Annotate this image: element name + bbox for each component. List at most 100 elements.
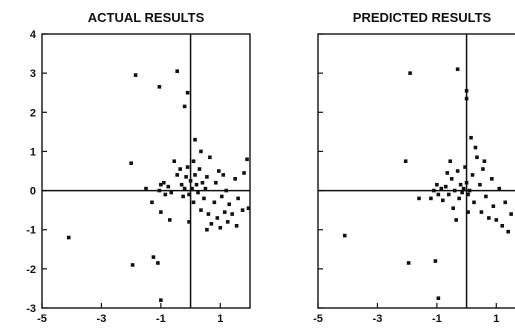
data-point bbox=[472, 200, 476, 205]
data-point bbox=[469, 135, 473, 140]
data-point bbox=[406, 261, 411, 265]
data-point bbox=[205, 175, 209, 179]
data-point bbox=[487, 216, 491, 220]
data-point bbox=[212, 200, 217, 205]
x-ticks-actual: -5 -3 -1 1 bbox=[37, 303, 223, 325]
data-point bbox=[497, 186, 502, 191]
data-point bbox=[219, 194, 224, 199]
data-point bbox=[187, 220, 191, 224]
data-point bbox=[464, 96, 469, 101]
y-tick-label: -1 bbox=[26, 225, 36, 237]
data-point bbox=[178, 167, 182, 171]
data-point bbox=[455, 67, 460, 72]
y-ticks-actual: -3 -2 -1 0 1 2 3 4 bbox=[26, 29, 47, 315]
data-point bbox=[193, 173, 197, 177]
data-point bbox=[130, 263, 135, 267]
data-point bbox=[470, 173, 475, 177]
data-point bbox=[199, 149, 203, 154]
y-tick-label: -2 bbox=[26, 264, 36, 276]
x-tick-label: -1 bbox=[156, 313, 166, 325]
y-tick-label: 2 bbox=[30, 107, 36, 119]
data-point bbox=[129, 161, 133, 165]
data-point bbox=[432, 188, 436, 193]
data-point bbox=[463, 165, 467, 169]
data-point bbox=[454, 218, 458, 222]
data-point bbox=[342, 233, 347, 238]
data-point bbox=[222, 210, 227, 214]
data-point bbox=[246, 206, 251, 210]
data-point bbox=[481, 167, 485, 171]
data-point bbox=[484, 194, 488, 199]
data-point bbox=[236, 196, 240, 201]
data-point bbox=[417, 196, 421, 201]
data-point bbox=[494, 218, 499, 222]
y-tick-label: 4 bbox=[30, 29, 37, 41]
data-point bbox=[200, 180, 205, 185]
data-point bbox=[184, 175, 188, 179]
data-point bbox=[208, 155, 212, 160]
data-point bbox=[163, 192, 168, 197]
data-point bbox=[190, 186, 194, 191]
data-point bbox=[433, 259, 438, 263]
data-point bbox=[479, 210, 484, 214]
data-point bbox=[225, 220, 230, 224]
data-point bbox=[181, 194, 185, 199]
x-tick-label: -3 bbox=[97, 313, 107, 325]
data-point bbox=[156, 261, 160, 265]
data-point bbox=[157, 85, 162, 89]
data-point bbox=[166, 184, 171, 189]
data-point bbox=[159, 210, 163, 214]
data-point bbox=[179, 182, 184, 187]
data-point bbox=[187, 192, 191, 197]
data-point bbox=[482, 159, 487, 164]
chart-title-actual: ACTUAL RESULTS bbox=[88, 10, 205, 25]
data-point bbox=[191, 200, 196, 205]
data-point bbox=[185, 165, 190, 169]
data-point bbox=[448, 159, 453, 164]
data-point bbox=[461, 186, 466, 191]
data-point bbox=[218, 225, 223, 230]
data-point bbox=[227, 202, 231, 207]
x-tick-label: -1 bbox=[432, 313, 442, 325]
data-point bbox=[167, 218, 172, 222]
data-point bbox=[197, 167, 202, 171]
x-tick-label: -3 bbox=[373, 313, 383, 325]
data-point bbox=[429, 196, 433, 201]
data-point bbox=[159, 182, 163, 187]
data-point bbox=[475, 155, 479, 160]
data-point bbox=[441, 198, 445, 203]
data-point bbox=[464, 88, 469, 93]
data-point bbox=[217, 169, 221, 173]
data-point bbox=[451, 206, 455, 210]
data-point bbox=[245, 157, 249, 162]
data-point bbox=[403, 159, 408, 164]
data-point bbox=[452, 188, 457, 193]
data-point bbox=[436, 296, 441, 301]
data-point bbox=[159, 298, 163, 302]
data-point bbox=[445, 171, 450, 175]
data-point bbox=[230, 212, 234, 216]
data-point bbox=[66, 235, 71, 240]
data-point bbox=[203, 186, 208, 191]
data-point bbox=[133, 73, 138, 77]
data-point bbox=[234, 224, 239, 228]
y-ticks-predicted bbox=[318, 33, 323, 309]
data-point bbox=[199, 208, 203, 212]
data-point bbox=[214, 180, 218, 185]
y-tick-label: -3 bbox=[26, 303, 36, 315]
data-point bbox=[169, 190, 174, 195]
scatter-panel-predicted: PREDICTED RESULTS -5 -3 -1 1 bbox=[313, 10, 515, 325]
data-point bbox=[464, 180, 469, 185]
y-tick-label: 3 bbox=[30, 68, 36, 80]
data-point bbox=[457, 196, 461, 201]
y-tick-label: 1 bbox=[30, 146, 36, 158]
data-point bbox=[443, 184, 448, 189]
data-point bbox=[202, 196, 206, 201]
data-point bbox=[182, 186, 187, 191]
plot-frame-predicted bbox=[317, 33, 515, 309]
points-actual bbox=[66, 69, 251, 302]
data-point bbox=[506, 229, 510, 234]
data-point bbox=[509, 212, 513, 216]
data-point bbox=[467, 188, 472, 193]
